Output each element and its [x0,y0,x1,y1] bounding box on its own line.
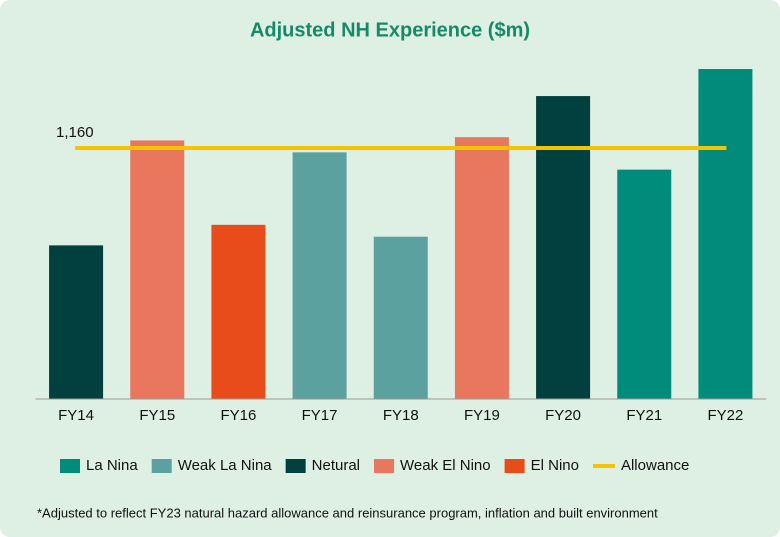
x-tick-label: FY21 [626,407,662,424]
bar [536,96,591,399]
x-tick-label: FY14 [58,407,94,424]
bar [698,69,753,399]
legend-swatch [60,459,80,473]
bar [49,245,104,399]
legend-swatch [151,459,172,473]
legend-label: Netural [312,457,360,474]
x-tick-label: FY20 [545,407,581,424]
legend-label: El Nino [531,457,579,474]
bar [130,140,185,399]
bar [454,137,509,399]
footnote: *Adjusted to reflect FY23 natural hazard… [37,505,658,520]
legend-swatch [374,459,395,473]
chart-title: Adjusted NH Experience ($m) [250,19,530,41]
x-tick-label: FY19 [464,407,500,424]
x-tick-label: FY15 [139,407,175,424]
legend-label: Allowance [621,457,689,474]
bar [373,236,428,399]
x-tick-label: FY17 [302,407,338,424]
legend-label: Weak El Nino [400,457,491,474]
x-tick-label: FY22 [707,407,743,424]
legend-swatch [285,459,306,473]
bar [292,152,347,399]
bar [617,169,672,399]
x-tick-label: FY18 [383,407,419,424]
legend-label: La Nina [86,457,138,474]
x-tick-label: FY16 [220,407,256,424]
allowance-label: 1,160 [56,124,94,141]
legend-swatch [504,459,525,473]
legend-label: Weak La Nina [178,457,273,474]
bar [211,224,266,399]
